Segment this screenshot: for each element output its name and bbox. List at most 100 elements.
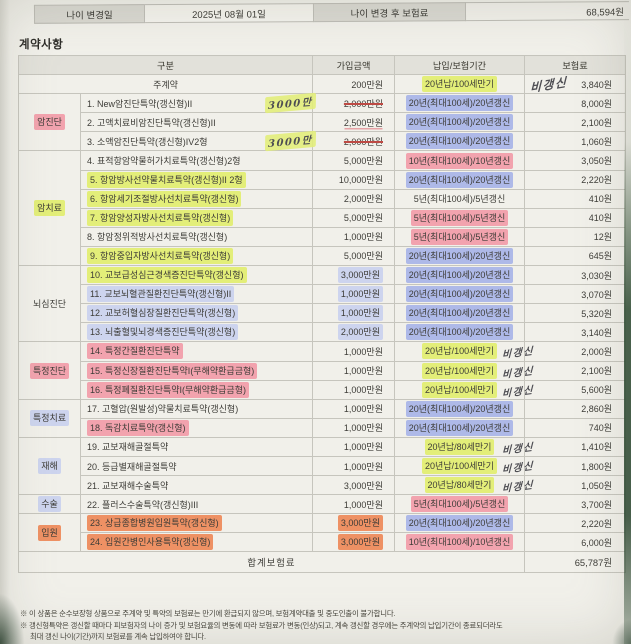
rider-name: 15. 특정신장질환진단특약I(무해약환급금형): [80, 360, 313, 381]
rider-period-text: 20년(최대100세)/20년갱신: [405, 247, 514, 264]
rider-premium: 410원: [524, 207, 626, 228]
rider-amount: 3000만 2,000만원: [264, 92, 395, 114]
age-change-date-label: 나이 변경일: [33, 4, 146, 24]
rider-amount-text: 3,000만원: [337, 515, 383, 532]
rider-name-text: 19. 교보재해골절특약: [87, 442, 169, 453]
rider-amount-text: 5,000만원: [343, 156, 383, 167]
rider-period-text: 20년(최대100세)/20년갱신: [405, 133, 514, 150]
rider-amount-text: 5,000만원: [343, 251, 383, 262]
rider-amount-text: 1,000만원: [343, 442, 383, 453]
rider-amount: 3,000만원: [312, 513, 395, 534]
rider-period: 20년납/100세만기 비갱신: [394, 379, 534, 400]
age-change-summary-bar: 나이 변경일 2025년 08월 01일 나이 변경 후 보험료 68,594원: [33, 1, 630, 24]
rider-name-text: 7. 항암양성자방사선치료특약(갱신형): [87, 209, 234, 226]
rider-amount: 2,500만원: [312, 112, 395, 133]
category-text: 암진단: [34, 114, 65, 131]
rider-period-text: 20년(최대100세)/20년갱신: [405, 114, 514, 131]
rider-period-text: 20년(최대100세)/20년갱신: [405, 171, 514, 188]
rider-period: 20년(최대100세)/20년갱신: [394, 93, 525, 114]
rider-period-text: 5년(최대100세)/5년갱신: [410, 496, 509, 513]
category-label: 암진단: [18, 93, 81, 152]
category-label: 수술: [18, 494, 81, 515]
rider-amount: 5,000만원: [312, 245, 395, 267]
rider-name: 11. 교보뇌혈관질환진단특약(갱신형)II: [80, 284, 313, 305]
rider-row: 15. 특정신장질환진단특약I(무해약환급금형) 1,000만원 20년납/100세…: [19, 360, 626, 381]
footnote-line: ※ 갱신형특약은 갱신할 때마다 피보험자의 나이 증가 및 보험요율의 변동에…: [20, 620, 503, 630]
rider-name-text: 8. 항암정위적방사선치료특약(갱신형): [87, 232, 228, 243]
rider-premium: 740원: [524, 417, 626, 438]
rider-amount: 1,000만원: [312, 436, 395, 457]
rider-premium: 410원: [524, 188, 626, 209]
rider-row: 암진단 1. New암진단특약(갱신형)II 3000만 2,000만원 20년(최대1…: [18, 92, 626, 152]
rider-name-text: 6. 항암세기조절방사선치료특약(갱신형): [87, 190, 242, 207]
rider-amount-text: 1,000만원: [343, 404, 383, 415]
category-text: 수술: [38, 496, 61, 513]
rider-row: 입원 23. 상급종합병원입원특약(갱신형) 3,000만원 20년(최대100세)/…: [18, 513, 626, 553]
rider-name: 12. 교보허혈심장질환진단특약(갱신형): [80, 303, 313, 324]
period-highlight: 20년납/100세만기: [422, 76, 497, 93]
footnote-line: ※ 이 상품은 순수보장형 상품으로 주계약 및 특약의 보험료는 만기에 환급…: [20, 609, 396, 618]
category-label: 암치료: [18, 150, 81, 267]
rider-premium: 2,100원: [524, 360, 626, 381]
rider-period: 20년(최대100세)/20년갱신: [394, 322, 525, 343]
rider-period: 20년(최대100세)/20년갱신: [394, 417, 525, 438]
rider-name-text: 9. 항암중입자방사선치료특약(갱신형): [87, 247, 234, 264]
rider-name: 9. 항암중입자방사선치료특약(갱신형): [80, 245, 313, 267]
rider-amount-text: 1,000만원: [343, 423, 383, 434]
rider-row: 13. 뇌출혈및뇌경색증진단특약(갱신형) 2,000만원 20년(최대100세)/…: [19, 322, 626, 343]
rider-premium: 1,800원: [524, 455, 626, 477]
rider-amount-text: 5,000만원: [343, 213, 383, 224]
photo-left-shadow: [0, 0, 10, 644]
rider-amount: 5,000만원: [312, 207, 395, 228]
rider-row: 특정진단 14. 특정간질환진단특약 1,000만원 20년납/100세만기 비갱신 2,…: [18, 341, 626, 400]
category-text: 입원: [38, 524, 61, 541]
col-header-amount: 가입금액: [312, 54, 395, 76]
rider-name-text: 16. 특정폐질환진단특약I(무해약환급금형): [87, 381, 249, 398]
rider-amount-text: 1,000만원: [343, 366, 383, 377]
category-label: 뇌심진단: [18, 265, 81, 343]
rider-name: 2. 고액치료비암진단특약(갱신형)II: [80, 112, 313, 133]
col-header-premium: 보험료: [524, 54, 626, 76]
category-label: 특정치료: [18, 398, 81, 438]
total-premium-label: 합계보험료: [18, 551, 525, 574]
rider-row: 특정치료 17. 고혈압(원발성)약물치료특약(갱신형) 1,000만원 20년(최대…: [18, 398, 626, 438]
rider-amount-text: 2,000만원: [343, 194, 383, 205]
rider-name-text: 15. 특정신장질환진단특약I(무해약환급금형): [87, 362, 258, 379]
premium-after-change-value: 68,594원: [465, 1, 630, 22]
rider-name: 8. 항암정위적방사선치료특약(갱신형): [80, 226, 313, 247]
rider-amount-text: 1,000만원: [343, 232, 383, 243]
rider-amount: 1,000만원: [312, 284, 395, 305]
category-text: 특정치료: [29, 410, 70, 427]
rider-amount-text: 2,000만원: [337, 324, 383, 341]
rider-name-text: 21. 교보재해수술특약: [87, 480, 169, 491]
category-text: 뇌심진단: [32, 299, 67, 310]
rider-period-text: 10년(최대100세)/10년갱신: [405, 534, 514, 551]
rider-name-text: 4. 표적항암약물허가치료특약(갱신형)2형: [87, 156, 241, 167]
rider-name-text: 3. 소액암진단특약(갱신형)IV2형: [87, 136, 208, 147]
rider-name: 13. 뇌출혈및뇌경색증진단특약(갱신형): [80, 322, 313, 343]
rider-amount: 2,000만원: [312, 322, 395, 343]
table-header-row: 구분 가입금액 납입/보험기간 보험료: [18, 54, 626, 76]
rider-premium: 12원: [524, 226, 626, 247]
rider-row: 18. 독감치료특약(갱신형) 1,000만원 20년(최대100세)/20년갱신 7…: [19, 417, 626, 438]
rider-name: 5. 항암방사선약물치료특약(갱신형)II 2형: [80, 169, 313, 190]
rider-period-text: 20년(최대100세)/20년갱신: [405, 400, 514, 417]
rider-amount: 1,000만원: [312, 379, 395, 400]
rider-name-text: 10. 교보급성심근경색증진단특약(갱신형): [87, 267, 247, 284]
rider-premium: 3,070원: [524, 284, 626, 305]
rider-name: 19. 교보재해골절특약: [80, 436, 313, 457]
rider-premium: 3,700원: [524, 494, 626, 515]
rider-row: 16. 특정폐질환진단특약I(무해약환급금형) 1,000만원 20년납/100세만…: [19, 379, 626, 400]
rider-name-text: 14. 특정간질환진단특약: [87, 343, 183, 360]
rider-name: 10. 교보급성심근경색증진단특약(갱신형): [80, 265, 313, 286]
rider-amount: 1,000만원: [312, 226, 395, 247]
rider-amount: 3,000만원: [312, 265, 395, 286]
rider-name: 23. 상급종합병원입원특약(갱신형): [80, 513, 313, 534]
col-header-category: 구분: [18, 54, 313, 76]
category-label: 입원: [18, 513, 81, 553]
photo-bottom-right-corner: [605, 604, 631, 644]
rider-premium: 3,140원: [524, 322, 626, 343]
rider-period-text: 5년(최대100세)/5년갱신: [413, 194, 506, 205]
rider-name-text: 17. 고혈압(원발성)약물치료특약(갱신형): [87, 404, 239, 415]
rider-amount: 10,000만원: [312, 169, 395, 190]
